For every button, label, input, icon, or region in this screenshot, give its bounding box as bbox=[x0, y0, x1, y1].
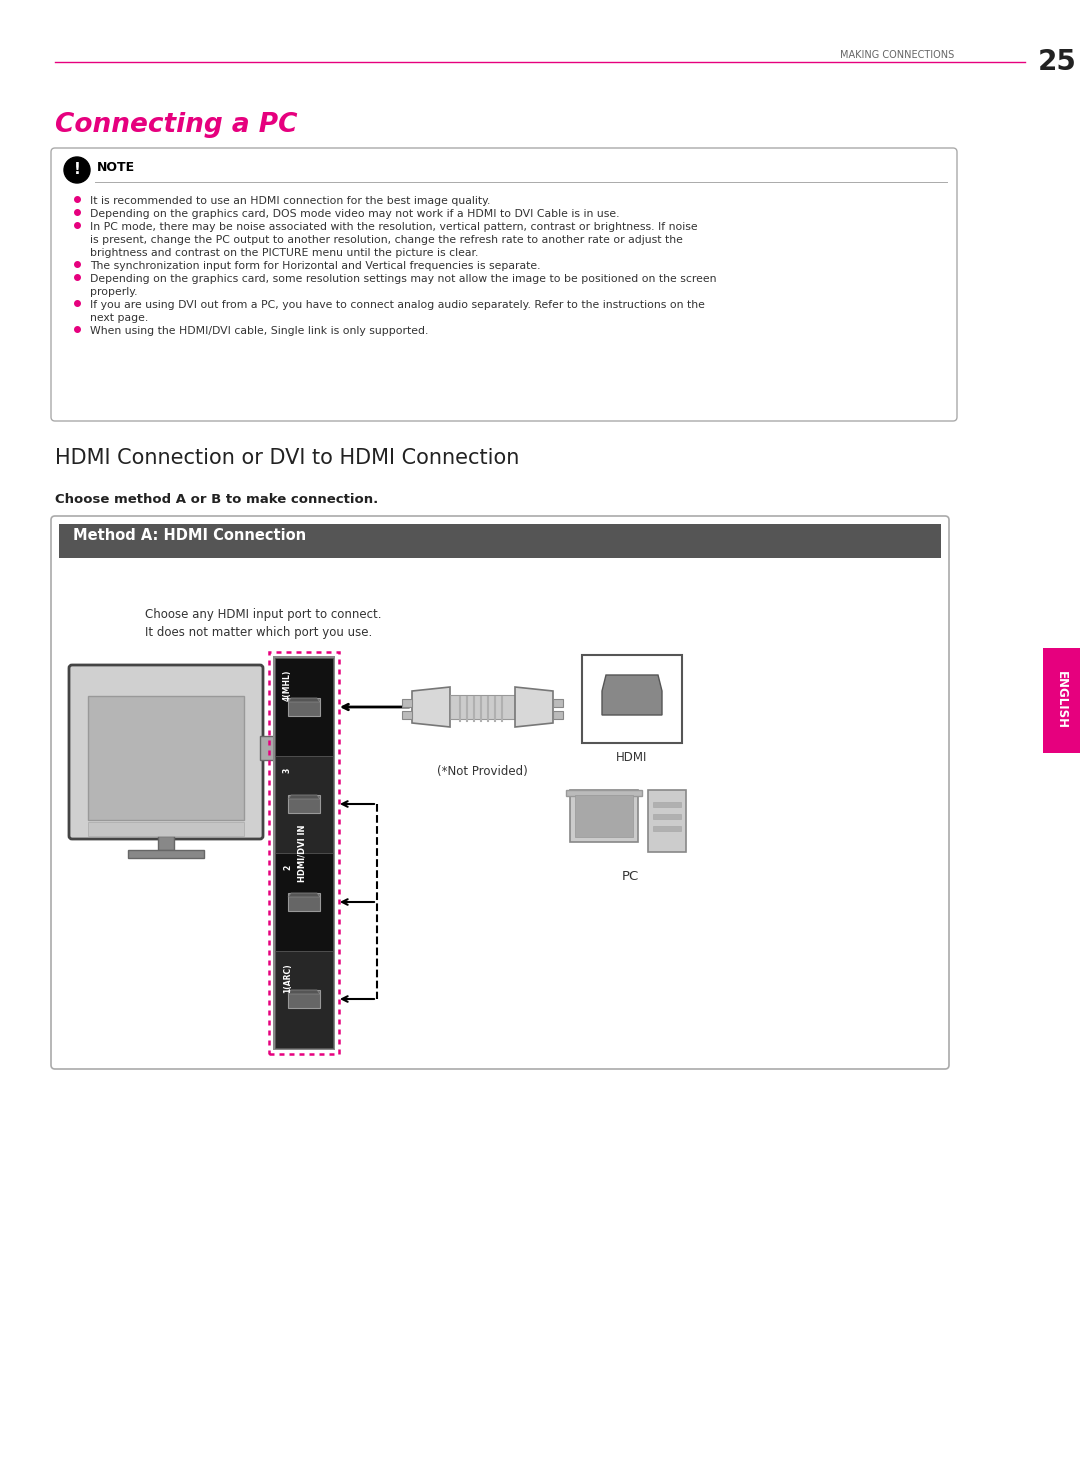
Bar bbox=[275, 951, 333, 1049]
Bar bbox=[450, 695, 515, 719]
Bar bbox=[582, 655, 681, 742]
Text: 2: 2 bbox=[283, 865, 292, 870]
Bar bbox=[275, 658, 333, 756]
Text: HDMI: HDMI bbox=[617, 751, 648, 765]
Bar bbox=[129, 850, 204, 858]
Polygon shape bbox=[288, 698, 320, 703]
Text: MAKING CONNECTIONS: MAKING CONNECTIONS bbox=[840, 50, 955, 61]
Text: Choose any HDMI input port to connect.: Choose any HDMI input port to connect. bbox=[145, 608, 381, 621]
Text: !: ! bbox=[73, 161, 80, 176]
Text: HDMI Connection or DVI to HDMI Connection: HDMI Connection or DVI to HDMI Connectio… bbox=[55, 448, 519, 467]
Text: (*Not Provided): (*Not Provided) bbox=[436, 765, 527, 778]
Text: Depending on the graphics card, some resolution settings may not allow the image: Depending on the graphics card, some res… bbox=[90, 274, 716, 284]
Polygon shape bbox=[515, 688, 553, 728]
Text: Depending on the graphics card, DOS mode video may not work if a HDMI to DVI Cab: Depending on the graphics card, DOS mode… bbox=[90, 209, 620, 219]
Bar bbox=[1043, 648, 1080, 753]
Bar bbox=[275, 853, 333, 951]
Bar bbox=[87, 697, 244, 819]
FancyBboxPatch shape bbox=[69, 666, 264, 839]
Bar bbox=[402, 711, 411, 719]
Polygon shape bbox=[288, 893, 320, 896]
Bar bbox=[288, 893, 320, 911]
Circle shape bbox=[64, 157, 90, 183]
Text: 4(MHL): 4(MHL) bbox=[283, 670, 292, 701]
Text: properly.: properly. bbox=[90, 287, 137, 297]
Bar bbox=[288, 989, 320, 1009]
Bar bbox=[402, 700, 411, 707]
Text: Connecting a PC: Connecting a PC bbox=[55, 112, 297, 138]
Polygon shape bbox=[274, 717, 324, 778]
Bar bbox=[158, 836, 174, 850]
Bar bbox=[269, 652, 339, 1055]
Bar bbox=[87, 822, 244, 836]
Polygon shape bbox=[602, 674, 662, 714]
Text: When using the HDMI/DVI cable, Single link is only supported.: When using the HDMI/DVI cable, Single li… bbox=[90, 325, 429, 336]
Text: The synchronization input form for Horizontal and Vertical frequencies is separa: The synchronization input form for Horiz… bbox=[90, 260, 540, 271]
Text: brightness and contrast on the PICTURE menu until the picture is clear.: brightness and contrast on the PICTURE m… bbox=[90, 248, 478, 257]
Polygon shape bbox=[288, 989, 320, 994]
Text: Method A: HDMI Connection: Method A: HDMI Connection bbox=[73, 528, 306, 543]
Bar bbox=[653, 802, 681, 808]
Bar bbox=[288, 796, 320, 813]
Bar bbox=[570, 790, 638, 842]
Polygon shape bbox=[288, 796, 320, 799]
Bar bbox=[553, 711, 563, 719]
Bar bbox=[260, 737, 274, 760]
Text: next page.: next page. bbox=[90, 314, 148, 322]
Text: In PC mode, there may be noise associated with the resolution, vertical pattern,: In PC mode, there may be noise associate… bbox=[90, 222, 698, 232]
Text: ENGLISH: ENGLISH bbox=[1054, 671, 1067, 729]
FancyBboxPatch shape bbox=[51, 516, 949, 1069]
Bar bbox=[653, 825, 681, 831]
Bar bbox=[288, 698, 320, 716]
Text: If you are using DVI out from a PC, you have to connect analog audio separately.: If you are using DVI out from a PC, you … bbox=[90, 300, 705, 311]
Bar bbox=[553, 700, 563, 707]
Text: NOTE: NOTE bbox=[97, 161, 135, 175]
Bar bbox=[59, 524, 941, 558]
Text: PC: PC bbox=[621, 870, 638, 883]
Text: 3: 3 bbox=[283, 768, 292, 774]
Bar bbox=[275, 756, 333, 853]
Text: is present, change the PC output to another resolution, change the refresh rate : is present, change the PC output to anot… bbox=[90, 235, 683, 246]
Polygon shape bbox=[411, 688, 450, 728]
Bar bbox=[566, 790, 642, 796]
Bar bbox=[273, 657, 335, 1050]
Text: Choose method A or B to make connection.: Choose method A or B to make connection. bbox=[55, 493, 378, 506]
Text: It is recommended to use an HDMI connection for the best image quality.: It is recommended to use an HDMI connect… bbox=[90, 197, 490, 206]
Bar bbox=[648, 790, 686, 852]
Bar bbox=[653, 813, 681, 819]
Text: It does not matter which port you use.: It does not matter which port you use. bbox=[145, 626, 373, 639]
Text: 1(ARC): 1(ARC) bbox=[283, 963, 292, 992]
Text: HDMI/DVI IN: HDMI/DVI IN bbox=[297, 824, 307, 881]
Text: 25: 25 bbox=[1038, 47, 1077, 75]
Bar bbox=[575, 796, 633, 837]
FancyBboxPatch shape bbox=[51, 148, 957, 422]
